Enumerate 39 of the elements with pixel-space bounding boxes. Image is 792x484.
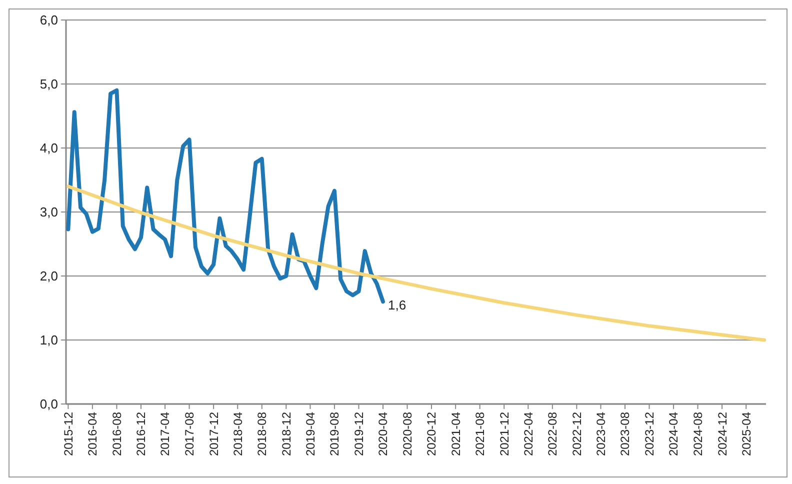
y-tick-label: 3,0: [40, 204, 58, 220]
y-tick-label: 5,0: [40, 76, 58, 92]
x-tick-label: 2017-12: [206, 412, 221, 456]
x-tick-label: 2024-12: [715, 412, 730, 456]
x-tick-label: 2019-12: [352, 412, 366, 456]
y-tick-label: 0,0: [40, 396, 58, 412]
x-tick-label: 2018-08: [255, 412, 270, 456]
x-tick-label: 2020-08: [400, 412, 414, 456]
y-tick-label: 2,0: [40, 268, 58, 284]
x-tick-label: 2017-04: [158, 412, 172, 456]
x-tick-label: 2019-08: [328, 412, 342, 456]
x-tick-label: 2016-12: [134, 412, 148, 456]
x-tick-label: 2023-12: [642, 412, 656, 456]
x-tick-label: 2025-04: [739, 412, 754, 456]
x-tick-label: 2018-12: [279, 412, 294, 456]
x-tick-label: 2017-08: [182, 412, 196, 456]
y-tick-label: 4,0: [40, 140, 58, 156]
y-tick-label: 1,0: [40, 332, 58, 348]
line-series: [66, 184, 766, 342]
x-tick-label: 2020-04: [376, 412, 390, 456]
x-tick-label: 2021-12: [497, 412, 512, 456]
x-tick-label: 2021-04: [448, 412, 463, 456]
line-series: [66, 88, 385, 304]
x-tick-label: 2023-04: [594, 412, 608, 456]
annotation: 1,6: [388, 298, 406, 313]
x-tick-label: 2021-08: [473, 412, 488, 456]
x-tick-label: 2022-04: [521, 412, 536, 456]
x-tick-label: 2019-04: [303, 412, 318, 456]
x-tick-label: 2024-04: [666, 412, 681, 456]
x-tick-label: 2018-04: [230, 412, 245, 456]
x-tick-label: 2016-08: [110, 412, 124, 456]
x-tick-label: 2020-12: [424, 412, 439, 456]
x-tick-label: 2023-08: [618, 412, 632, 456]
x-tick-label: 2022-12: [570, 412, 584, 456]
y-tick-label: 6,0: [40, 12, 58, 28]
x-tick-label: 2022-08: [546, 412, 560, 456]
x-tick-label: 2016-04: [86, 412, 100, 456]
x-tick-label: 2015-12: [61, 412, 76, 456]
x-tick-label: 2024-08: [690, 412, 705, 456]
